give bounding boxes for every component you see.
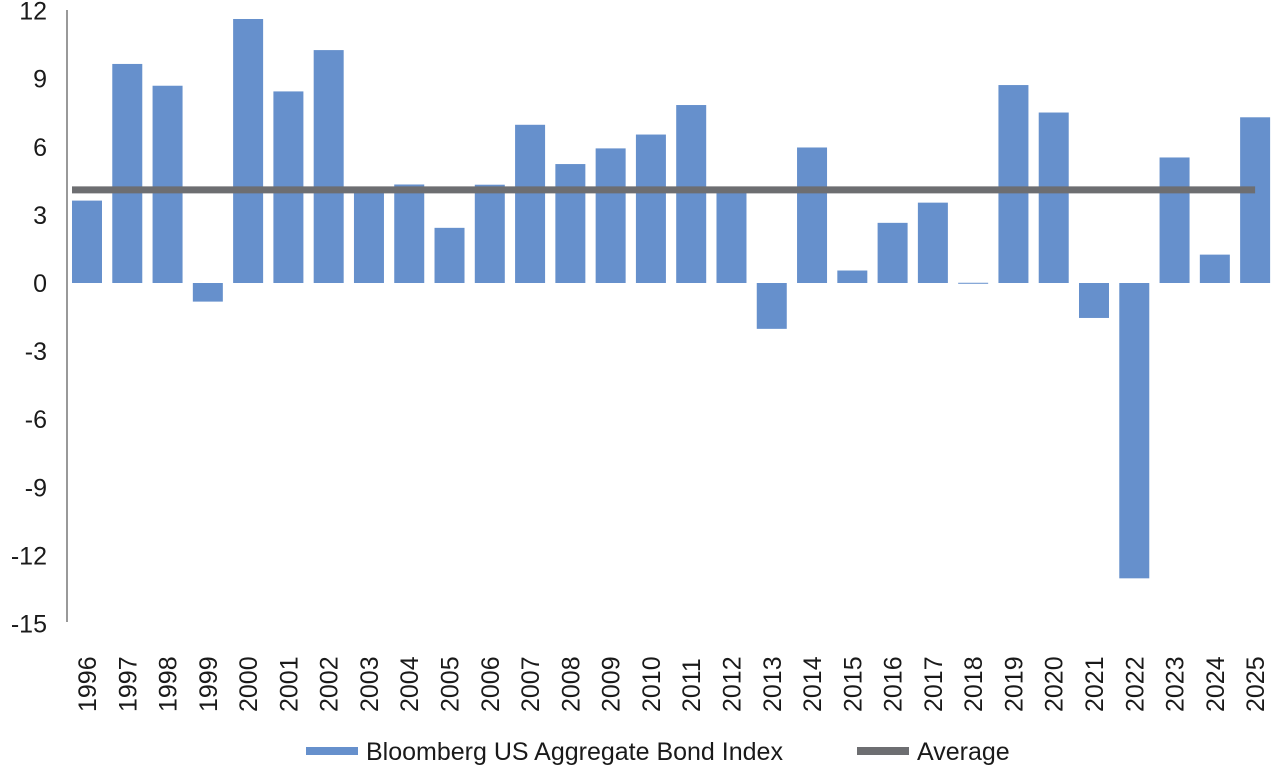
bar-2022: [1119, 283, 1150, 579]
x-tick-label: 2004: [396, 656, 424, 712]
bar-2011: [676, 105, 707, 283]
bar-2020: [1038, 112, 1069, 283]
bar-2019: [998, 85, 1029, 283]
bar-1996: [72, 200, 102, 283]
x-tick-label: 2003: [356, 656, 384, 712]
bar-2007: [515, 124, 546, 283]
y-tick-label: 12: [19, 0, 47, 26]
y-tick-label: -15: [11, 611, 47, 639]
y-tick-label: 3: [33, 202, 47, 230]
x-tick-label: 2001: [275, 656, 303, 712]
bar-2025: [1240, 117, 1271, 283]
bar-2008: [555, 164, 586, 283]
x-tick-label: 2025: [1242, 656, 1270, 712]
y-tick-labels: 12 9 6 3 0 -3 -6 -9 -12 -15: [11, 0, 47, 639]
y-tick-label: 6: [33, 134, 47, 162]
bar-2003: [353, 189, 384, 283]
x-tick-label: 2013: [759, 656, 787, 712]
x-tick-label: 2022: [1121, 656, 1149, 712]
bar-2002: [313, 50, 344, 284]
y-tick-label: -12: [11, 542, 47, 570]
y-tick-label: -3: [25, 338, 47, 366]
legend: Bloomberg US Aggregate Bond Index Averag…: [306, 738, 1010, 766]
x-tick-label: 2017: [920, 656, 948, 712]
x-tick-label: 2005: [437, 656, 465, 712]
x-tick-label: 2020: [1041, 656, 1069, 712]
x-tick-label: 2010: [638, 656, 666, 712]
y-tick-label: 0: [33, 270, 47, 298]
legend-label-average: Average: [917, 738, 1010, 766]
x-tick-label: 2006: [477, 656, 505, 712]
y-tick-label: -6: [25, 406, 47, 434]
x-tick-label: 2008: [557, 656, 585, 712]
bar-2006: [474, 184, 505, 283]
bar-2012: [716, 187, 747, 283]
bar-2018: [958, 282, 989, 284]
x-tick-labels: 1996 1997 1998 1999 2000 2001 2002 2003 2004 2005…: [74, 656, 1270, 712]
bar-2017: [917, 202, 948, 283]
bar-2009: [595, 148, 626, 283]
bar-2004: [394, 184, 425, 283]
bar-1997: [112, 63, 143, 283]
bar-2021: [1079, 283, 1109, 318]
x-tick-label: 2018: [960, 656, 988, 712]
bar-2000: [233, 18, 264, 284]
x-tick-label: 1996: [74, 656, 102, 712]
x-tick-label: 2007: [517, 656, 545, 712]
x-tick-label: 2019: [1000, 656, 1028, 712]
legend-swatch-bond-index: [306, 747, 358, 755]
legend-label-bond-index: Bloomberg US Aggregate Bond Index: [366, 738, 783, 766]
bars-group: [72, 18, 1271, 579]
bar-2010: [635, 134, 666, 283]
x-tick-label: 2021: [1081, 656, 1109, 712]
y-tick-label: 9: [33, 66, 47, 94]
bar-2015: [837, 270, 868, 283]
y-tick-label: -9: [25, 474, 47, 502]
x-tick-label: 2000: [235, 656, 263, 712]
bar-2016: [877, 222, 908, 283]
x-tick-label: 2011: [678, 658, 706, 712]
bar-1999: [192, 283, 223, 302]
x-tick-label: 2016: [880, 656, 908, 712]
x-tick-label: 2014: [799, 656, 827, 712]
x-tick-label: 1999: [195, 656, 223, 712]
x-tick-label: 1998: [155, 656, 183, 712]
x-tick-label: 2002: [316, 656, 344, 712]
legend-swatch-average: [857, 747, 909, 755]
bar-2005: [434, 227, 465, 283]
bar-1998: [152, 85, 183, 283]
x-tick-label: 2023: [1162, 656, 1190, 712]
bar-2014: [797, 147, 828, 283]
x-tick-label: 2009: [598, 656, 626, 712]
bar-2023: [1159, 157, 1190, 283]
x-tick-label: 2012: [718, 656, 746, 712]
x-tick-label: 2015: [839, 656, 867, 712]
bar-2013: [756, 283, 787, 329]
x-tick-label: 1997: [114, 656, 142, 712]
x-tick-label: 2024: [1202, 656, 1230, 712]
bar-2024: [1199, 254, 1230, 283]
